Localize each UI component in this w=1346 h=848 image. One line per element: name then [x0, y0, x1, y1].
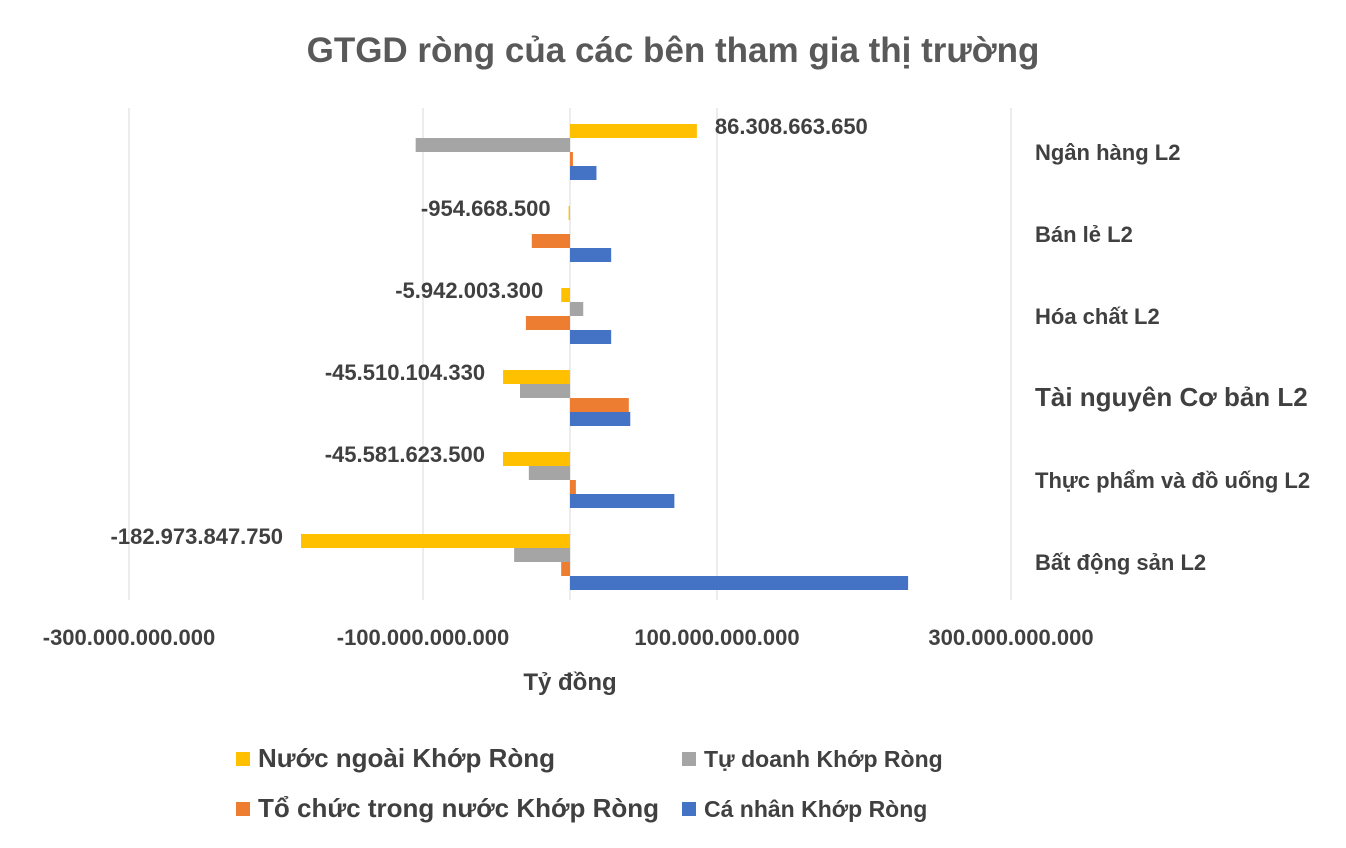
bar	[570, 576, 909, 590]
x-tick-labels: -300.000.000.000 -100.000.000.000 100.000.…	[43, 625, 1094, 650]
bar	[528, 466, 570, 480]
bar	[503, 370, 570, 384]
legend-item: Nước ngoài Khớp Ròng	[236, 743, 555, 773]
x-tick-label: -100.000.000.000	[337, 625, 510, 650]
bar	[570, 330, 612, 344]
data-label: -182.973.847.750	[111, 524, 284, 549]
bar	[561, 288, 570, 302]
bar	[520, 384, 570, 398]
legend-label: Nước ngoài Khớp Ròng	[258, 743, 555, 773]
x-axis-title: Tỷ đồng	[523, 669, 616, 696]
category-label: Bất động sản L2	[1035, 550, 1206, 575]
category-label: Thực phẩm và đồ uống L2	[1035, 468, 1310, 493]
data-labels: 86.308.663.650 -954.668.500 -5.942.003.300…	[111, 114, 868, 549]
bar	[570, 412, 631, 426]
data-label: -5.942.003.300	[395, 278, 543, 303]
data-label: -954.668.500	[421, 196, 551, 221]
bar	[415, 138, 570, 152]
legend-label: Tự doanh Khớp Ròng	[704, 746, 943, 772]
bar	[570, 152, 573, 166]
legend-swatch	[236, 752, 250, 766]
category-label: Tài nguyên Cơ bản L2	[1035, 382, 1308, 412]
bar	[561, 562, 570, 576]
chart-title: GTGD ròng của các bên tham gia thị trườn…	[307, 31, 1040, 70]
x-tick-label: -300.000.000.000	[43, 625, 216, 650]
category-label: Hóa chất L2	[1035, 304, 1160, 329]
bar	[570, 398, 629, 412]
legend-swatch	[236, 802, 250, 816]
x-tick-label: 300.000.000.000	[928, 625, 1093, 650]
bar	[570, 166, 597, 180]
bar	[514, 548, 570, 562]
bar	[568, 206, 570, 220]
x-tick-label: 100.000.000.000	[634, 625, 799, 650]
bar	[502, 452, 570, 466]
legend-item: Tự doanh Khớp Ròng	[682, 746, 943, 772]
legend-item: Tổ chức trong nước Khớp Ròng	[236, 793, 659, 823]
legend-swatch	[682, 802, 696, 816]
bar	[570, 480, 576, 494]
data-label: -45.510.104.330	[325, 360, 485, 385]
legend-label: Cá nhân Khớp Ròng	[704, 796, 927, 822]
bar	[525, 316, 570, 330]
bar	[570, 302, 584, 316]
category-labels: Ngân hàng L2 Bán lẻ L2 Hóa chất L2 Tài nguy…	[1035, 140, 1310, 575]
bar	[570, 494, 675, 508]
bars	[301, 124, 909, 590]
legend-item: Cá nhân Khớp Ròng	[682, 796, 927, 822]
legend-swatch	[682, 752, 696, 766]
bar	[531, 234, 570, 248]
category-label: Bán lẻ L2	[1035, 222, 1133, 247]
legend: Nước ngoài Khớp Ròng Tự doanh Khớp Ròng Tổ…	[236, 743, 943, 823]
legend-label: Tổ chức trong nước Khớp Ròng	[258, 793, 659, 823]
bar	[570, 248, 612, 262]
category-label: Ngân hàng L2	[1035, 140, 1180, 165]
gridlines	[128, 108, 1012, 600]
bar	[570, 124, 697, 138]
bar	[301, 534, 570, 548]
data-label: 86.308.663.650	[715, 114, 868, 139]
data-label: -45.581.623.500	[325, 442, 485, 467]
